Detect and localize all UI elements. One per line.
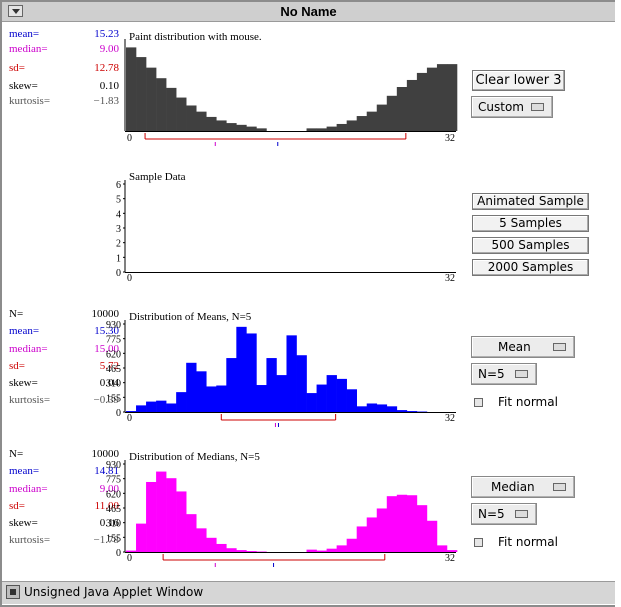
sample-size-value-2: N=5 [478,507,505,521]
500-samples-button[interactable]: 500 Samples [472,237,589,254]
stat-value: 15.30 [94,325,119,337]
stat-value: 12.78 [94,62,119,74]
window-edge [615,0,621,607]
stat-value: 9.00 [99,43,119,55]
status-bar: Unsigned Java Applet Window [2,581,615,604]
statistic-value-2: Median [491,480,535,494]
population-shape-value: Custom [478,100,524,114]
stat-value: 11.00 [94,500,119,512]
stat-label: skew= [9,80,38,92]
window-title: No Name [280,4,337,19]
stat-label: kurtosis= [9,394,51,406]
stat-value: 10000 [91,448,120,460]
stat-value: 15.00 [94,343,119,355]
statistic-value-1: Mean [498,340,531,354]
stat-label: mean= [9,465,40,477]
sample-size-select-1[interactable]: N=5 [471,363,537,385]
stat-label: median= [9,343,48,355]
statistic-select-1[interactable]: Mean [471,336,575,358]
stat-label: kurtosis= [9,534,51,546]
stat-label: skew= [9,517,38,529]
animated-sample-button[interactable]: Animated Sample [472,193,589,210]
choice-indicator-icon [515,370,528,378]
5-samples-button[interactable]: 5 Samples [472,215,589,232]
stat-label: N= [9,448,24,460]
stat-label: mean= [9,28,40,40]
stat-label: sd= [9,500,25,512]
stat-value: 15.23 [94,28,119,40]
stat-label: sd= [9,62,25,74]
sample-size-select-2[interactable]: N=5 [471,503,537,525]
fit-normal-checkbox-2[interactable] [474,538,483,547]
fit-normal-label-1: Fit normal [498,395,558,409]
triangle-down-icon[interactable] [8,5,23,17]
title-bar[interactable]: No Name [2,2,615,22]
stat-value: 0.04 [99,377,119,389]
stat-value: 0.10 [99,80,119,92]
stat-value: −1.78 [93,534,119,546]
stat-label: N= [9,308,24,320]
status-text: Unsigned Java Applet Window [24,585,204,599]
sample-size-value-1: N=5 [478,367,505,381]
stat-value: 10000 [91,308,120,320]
statistic-select-2[interactable]: Median [471,476,575,498]
stat-label: mean= [9,325,40,337]
stat-value: 14.81 [94,465,119,477]
stat-label: median= [9,483,48,495]
choice-indicator-icon [553,483,566,491]
stat-label: kurtosis= [9,95,51,107]
clear-lower-button[interactable]: Clear lower 3 [472,70,565,91]
stat-label: sd= [9,360,25,372]
2000-samples-button[interactable]: 2000 Samples [472,259,589,276]
stat-value: −0.39 [93,394,119,406]
stat-label: skew= [9,377,38,389]
stat-value: 9.00 [99,483,119,495]
population-shape-select[interactable]: Custom [471,96,553,118]
fit-normal-checkbox-1[interactable] [474,398,483,407]
stat-value: 0.16 [99,517,119,529]
fit-normal-label-2: Fit normal [498,535,558,549]
applet-icon [6,585,20,599]
stat-label: median= [9,43,48,55]
choice-indicator-icon [553,343,566,351]
stat-value: 5.72 [99,360,119,372]
stat-value: −1.83 [93,95,119,107]
choice-indicator-icon [531,103,544,111]
choice-indicator-icon [515,510,528,518]
